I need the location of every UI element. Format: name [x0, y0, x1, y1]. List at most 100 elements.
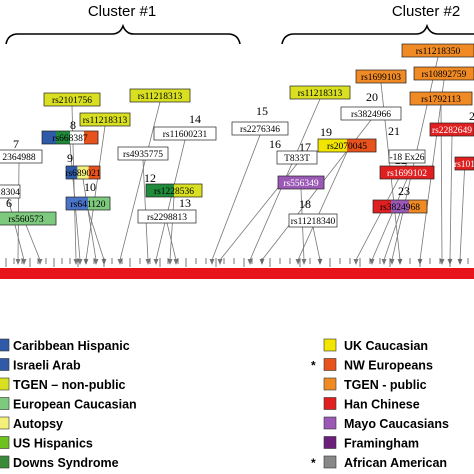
snp-box-border [289, 85, 351, 100]
legend-swatch [323, 436, 337, 449]
snp-box: 18304 [0, 184, 21, 199]
legend-swatch [323, 455, 337, 469]
snp-arrow-line [211, 134, 261, 261]
snp-box-border [0, 184, 21, 199]
snp-arrow-line [371, 178, 408, 261]
snp-color-segment [42, 131, 57, 144]
snp-box-border [429, 122, 474, 137]
snp-box: rs10892759 [413, 66, 474, 81]
snp-arrow-line [25, 224, 41, 261]
snp-box: rs3824966 [340, 106, 402, 121]
legend-swatch [323, 397, 337, 410]
legend-marker: * [311, 359, 316, 373]
snp-arrowhead [167, 259, 173, 265]
snp-label: rs556349 [283, 179, 319, 189]
snp-label: rs668387 [52, 134, 88, 144]
snp-color-segment [356, 70, 407, 83]
snp-box: rs2276346 [231, 121, 289, 136]
legend-item: Caribbean Hispanic [0, 338, 130, 353]
legend-swatch [323, 416, 337, 430]
snp-box-border [409, 91, 473, 106]
legend-label: Downs Syndrome [13, 456, 119, 470]
snp-arrowhead [247, 259, 253, 265]
snp-arrowhead [353, 259, 359, 265]
snp-label: rs10892759 [422, 70, 467, 80]
snp-box-border [355, 69, 407, 84]
snp-color-segment [290, 86, 351, 99]
snp-box: 2364988 [0, 149, 43, 164]
legend-label: Autopsy [13, 417, 63, 431]
snp-box: rs2298813 [137, 209, 197, 224]
snp-color-segment [154, 127, 217, 140]
legend-swatch [0, 436, 10, 449]
snp-arrow-line [312, 226, 321, 261]
snp-arrowhead [369, 259, 375, 265]
snp-number: 14 [189, 112, 201, 126]
snp-box: rs1792113 [409, 91, 473, 106]
snp-box: T833T [276, 150, 318, 165]
snp-label: -18 Ex26 [389, 153, 424, 163]
legend-label: Mayo Caucasians [344, 417, 449, 431]
snp-arrow-line [449, 135, 453, 261]
cluster-2-label: Cluster #2 [392, 3, 460, 20]
snp-arrowhead [37, 259, 43, 265]
snp-number: 13 [179, 196, 191, 210]
snp-box-border [317, 138, 377, 153]
snp-box: rs3824968 [372, 199, 428, 214]
snp-arrowhead [21, 259, 27, 265]
legend-swatch [323, 358, 337, 371]
legend-item: Han Chinese [323, 397, 420, 412]
snp-label: rs1228536 [154, 187, 194, 197]
snp-color-segment [373, 200, 392, 213]
snp-color-segment [380, 166, 435, 179]
legend-label: Caribbean Hispanic [13, 339, 130, 353]
legend-swatch [0, 397, 10, 410]
legend-swatch [323, 338, 337, 352]
snp-box-border [65, 165, 101, 180]
legend-label: Han Chinese [344, 398, 420, 412]
snp-color-segment [289, 214, 338, 227]
snp-box: rs11218340 [288, 213, 338, 228]
snp-color-segment [88, 166, 101, 179]
snp-box: rs1699102 [379, 165, 435, 180]
snp-color-segment [389, 150, 426, 163]
snp-box: rs668387 [41, 130, 99, 145]
snp-number: 9 [67, 151, 73, 165]
snp-label: rs4935775 [123, 150, 163, 160]
snp-box-border [401, 43, 474, 58]
snp-arrow-line [383, 212, 401, 261]
snp-box: rs556349 [277, 175, 325, 190]
snp-color-segment [232, 122, 289, 135]
legend-marker: * [311, 456, 316, 470]
snp-box-border [79, 112, 131, 127]
snp-arrowhead [439, 259, 445, 265]
snp-label: 18304 [0, 188, 20, 198]
gene-bar [0, 268, 474, 279]
snp-color-segment [277, 151, 318, 164]
legend-item: UK Caucasian [323, 338, 428, 353]
snp-arrow-line [166, 222, 177, 261]
snp-box-border [372, 199, 428, 214]
snp-box: rs2070045 [317, 138, 377, 153]
legend-swatch [0, 416, 10, 430]
legend-item: US Hispanics [0, 436, 93, 451]
snp-number: 20 [366, 90, 378, 104]
snp-color-segment [409, 200, 428, 213]
snp-number: 8 [70, 118, 76, 132]
legend-swatch [323, 377, 337, 391]
snp-box: rs101 [454, 156, 474, 171]
legend-item: Israeli Arab [0, 358, 81, 373]
snp-box-border [288, 213, 338, 228]
snp-arrowhead [295, 259, 301, 265]
legend-item: TGEN – non-public [0, 377, 126, 392]
snp-label: rs689021 [65, 169, 101, 179]
snp-arrowhead [389, 259, 395, 265]
snp-box: rs11218350 [401, 43, 474, 58]
snp-arrow-line [119, 101, 161, 261]
snp-box: rs1228536 [145, 183, 203, 198]
snp-box: rs2101756 [43, 92, 101, 107]
snp-box-border [43, 92, 101, 107]
snp-label: rs2282649 [432, 126, 472, 136]
snp-box: rs641120 [65, 196, 111, 211]
